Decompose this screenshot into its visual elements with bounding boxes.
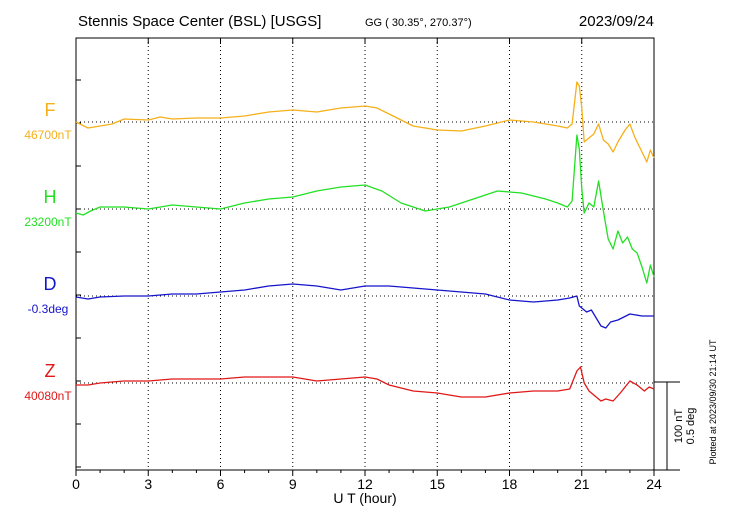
chart-date: 2023/09/24	[579, 13, 654, 30]
x-tick-label: 9	[289, 476, 297, 492]
grid-lines	[76, 38, 654, 470]
series-labels: F 46700nT H 23200nT D -0.3deg Z 40080nT	[24, 100, 72, 403]
plotted-timestamp: Plotted at 2023/09/30 21:14 UT	[708, 339, 718, 465]
series-line-h	[75, 134, 655, 284]
series-baseline-d: -0.3deg	[28, 302, 69, 316]
x-axis-label: U T (hour)	[333, 490, 396, 506]
series-line-d	[75, 283, 654, 329]
series-group	[75, 81, 655, 402]
series-name-f: F	[45, 100, 56, 120]
series-baseline-h: 23200nT	[24, 215, 72, 229]
series-name-h: H	[44, 187, 57, 207]
series-name-z: Z	[45, 361, 56, 381]
x-tick-label: 21	[574, 476, 590, 492]
series-name-d: D	[44, 274, 57, 294]
scale-bar-deg-label: 0.5 deg	[685, 408, 697, 445]
scale-bar-nt-label: 100 nT	[673, 409, 685, 444]
series-line-f	[75, 81, 655, 163]
x-tick-label: 3	[144, 476, 152, 492]
x-tick-label: 12	[357, 476, 373, 492]
x-axis-ticks: 0 3 6 9 12 15 18 21 24	[72, 38, 662, 492]
x-tick-label: 24	[646, 476, 662, 492]
series-baseline-z: 40080nT	[24, 389, 72, 403]
series-baseline-f: 46700nT	[24, 128, 72, 142]
x-tick-label: 0	[72, 476, 80, 492]
chart-title: Stennis Space Center (BSL) [USGS]	[78, 13, 321, 30]
station-coordinates: GG ( 30.35°, 270.37°)	[365, 17, 472, 29]
x-tick-label: 6	[217, 476, 225, 492]
x-tick-label: 18	[502, 476, 518, 492]
x-tick-label: 15	[429, 476, 445, 492]
series-line-z	[76, 366, 655, 402]
